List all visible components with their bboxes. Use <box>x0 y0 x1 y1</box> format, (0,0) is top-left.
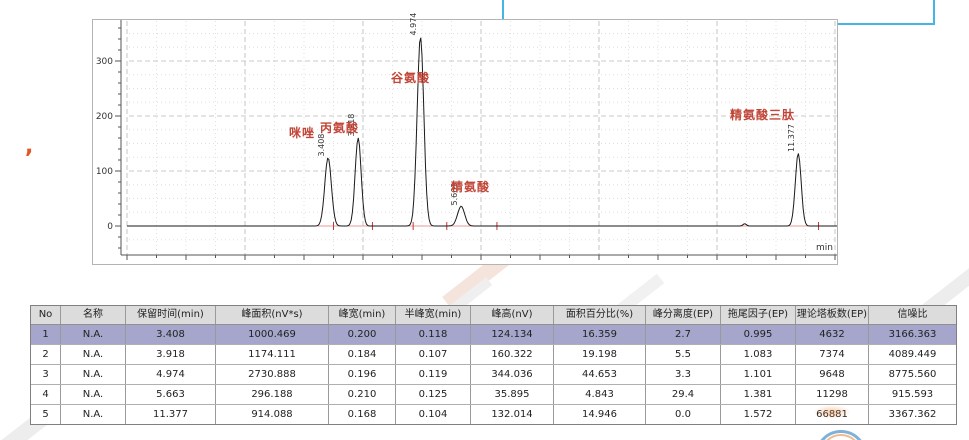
table-cell: 0.196 <box>329 365 396 384</box>
peak-name-label: 谷氨酸 <box>391 71 431 85</box>
table-row[interactable]: 2 N.A. 3.918 1174.111 0.184 0.107 160.322 19.19… <box>31 345 956 365</box>
table-header-cell: 峰分离度(EP) <box>646 306 721 324</box>
table-cell: 66881 <box>796 405 869 424</box>
table-cell: 132.014 <box>471 405 554 424</box>
table-cell: 0.168 <box>329 405 396 424</box>
table-cell: 35.895 <box>471 385 554 404</box>
table-row[interactable]: 1 N.A. 3.408 1000.469 0.200 0.118 124.134 16.35… <box>31 325 956 345</box>
peak-results-table: No 名称 保留时间(min) 峰面积(nV*s) 峰宽(min) 半峰宽(min) 峰高(… <box>30 305 957 425</box>
table-header-cell: 保留时间(min) <box>126 306 216 324</box>
table-cell: 914.088 <box>216 405 329 424</box>
svg-text:min: min <box>816 243 833 253</box>
table-cell: 0.125 <box>396 385 471 404</box>
table-header-cell: 拖尾因子(EP) <box>721 306 796 324</box>
table-header-cell: 面积百分比(%) <box>554 306 646 324</box>
table-cell: 4632 <box>796 325 869 344</box>
svg-text:0: 0 <box>107 222 113 232</box>
table-cell: 3367.362 <box>888 409 937 420</box>
table-header-cell: 峰面积(nV*s) <box>216 306 329 324</box>
table-cell: 0.118 <box>396 325 471 344</box>
table-cell: 4.974 <box>126 365 216 384</box>
table-cell: 0.107 <box>396 345 471 364</box>
table-cell: 296.188 <box>216 385 329 404</box>
chromatogram-panel: 0100200300024681012min <box>92 19 838 265</box>
table-cell: 3 <box>31 365 61 384</box>
table-cell: N.A. <box>61 385 126 404</box>
table-row[interactable]: 5 N.A. 11.377 914.088 0.168 0.104 132.014 14.94… <box>31 405 956 424</box>
table-cell: 4089.449 <box>888 349 937 360</box>
peak-name-label: 精氨酸 <box>451 180 491 194</box>
table-cell: 44.653 <box>554 365 646 384</box>
table-cell: N.A. <box>61 345 126 364</box>
table-cell: 5 <box>31 405 61 424</box>
table-cell: 3.408 <box>126 325 216 344</box>
table-cell: 14.946 <box>554 405 646 424</box>
table-cell: 1000.469 <box>216 325 329 344</box>
table-cell: 0.104 <box>396 405 471 424</box>
svg-text:100: 100 <box>96 167 113 177</box>
table-cell: 11.377 <box>126 405 216 424</box>
table-cell: 5.5 <box>646 345 721 364</box>
peak-name-label: 精氨酸三肽 <box>730 108 796 122</box>
table-cell: 0.210 <box>329 385 396 404</box>
table-header-cell: 信噪比 <box>897 309 928 320</box>
svg-text:200: 200 <box>96 112 113 122</box>
table-cell: 3.3 <box>646 365 721 384</box>
table-cell: 0.0 <box>646 405 721 424</box>
table-header-cell: 理论塔板数(EP) <box>796 306 869 324</box>
table-row[interactable]: 3 N.A. 4.974 2730.888 0.196 0.119 344.036 44.65… <box>31 365 956 385</box>
table-cell: N.A. <box>61 365 126 384</box>
table-cell: 1.101 <box>721 365 796 384</box>
peak-name-label: 咪唑 <box>289 126 316 140</box>
comma-pen-mark: , <box>25 134 34 159</box>
table-cell: 0.119 <box>396 365 471 384</box>
table-cell: N.A. <box>61 325 126 344</box>
table-cell: 1.381 <box>721 385 796 404</box>
table-cell: 16.359 <box>554 325 646 344</box>
table-cell: 160.322 <box>471 345 554 364</box>
table-cell: 1 <box>31 325 61 344</box>
table-cell: N.A. <box>61 405 126 424</box>
table-cell: 344.036 <box>471 365 554 384</box>
chromatogram-plot: 0100200300024681012min <box>96 20 837 260</box>
table-cell: 0.200 <box>329 325 396 344</box>
table-cell: 29.4 <box>646 385 721 404</box>
table-cell: 8775.560 <box>888 369 937 380</box>
table-cell: 19.198 <box>554 345 646 364</box>
table-header-cell: No <box>31 306 61 324</box>
table-cell: 4 <box>31 385 61 404</box>
table-cell: 2 <box>31 345 61 364</box>
peak-name-label: 丙氨酸 <box>320 121 360 135</box>
table-cell: 11298 <box>796 385 869 404</box>
table-cell: 915.593 <box>891 389 934 400</box>
table-cell: 0.995 <box>721 325 796 344</box>
table-cell: 5.663 <box>126 385 216 404</box>
table-cell: 4.843 <box>554 385 646 404</box>
table-cell: 3166.363 <box>888 329 937 340</box>
table-cell: 124.134 <box>471 325 554 344</box>
table-cell: 0.184 <box>329 345 396 364</box>
table-header-cell: 峰高(nV) <box>471 306 554 324</box>
table-header-cell: 半峰宽(min) <box>396 306 471 324</box>
table-header-row: No 名称 保留时间(min) 峰面积(nV*s) 峰宽(min) 半峰宽(min) 峰高(… <box>31 306 956 325</box>
table-cell: 1.083 <box>721 345 796 364</box>
table-header-cell: 名称 <box>61 306 126 324</box>
table-cell: 2730.888 <box>216 365 329 384</box>
table-cell: 1174.111 <box>216 345 329 364</box>
table-cell: 7374 <box>796 345 869 364</box>
table-cell: 3.918 <box>126 345 216 364</box>
orange-highlight-mark <box>813 405 851 419</box>
svg-text:300: 300 <box>96 57 113 67</box>
table-header-cell: 峰宽(min) <box>329 306 396 324</box>
table-cell: 9648 <box>796 365 869 384</box>
table-cell: 1.572 <box>721 405 796 424</box>
table-row[interactable]: 4 N.A. 5.663 296.188 0.210 0.125 35.895 4.843 29… <box>31 385 956 405</box>
peak-rt-label: 4.974 <box>409 12 419 36</box>
table-cell: 2.7 <box>646 325 721 344</box>
